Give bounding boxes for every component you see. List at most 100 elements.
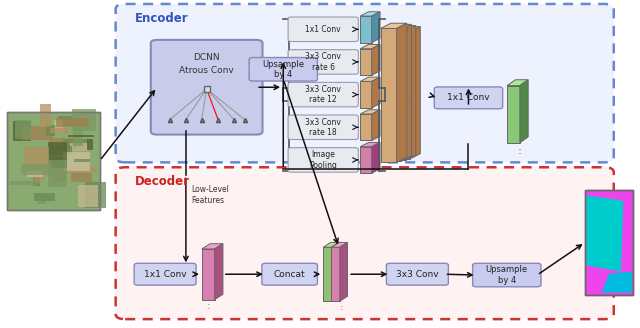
Polygon shape [214,244,223,299]
FancyBboxPatch shape [288,17,358,42]
Text: .: . [207,297,210,307]
Polygon shape [360,142,380,147]
Polygon shape [520,80,528,143]
Bar [21,164,52,175]
FancyBboxPatch shape [116,167,614,319]
Bar [58,116,73,126]
Polygon shape [394,27,420,32]
Polygon shape [360,147,372,173]
Polygon shape [586,195,623,272]
Bar [51,128,68,133]
Polygon shape [385,30,401,161]
Bar [63,152,90,171]
Text: .: . [518,140,522,153]
Bar [22,126,52,140]
Polygon shape [399,28,425,33]
Bar [79,185,99,207]
Polygon shape [381,23,407,29]
Polygon shape [602,272,632,293]
Bar [7,112,100,210]
FancyBboxPatch shape [387,263,449,285]
Bar [27,169,43,177]
Polygon shape [507,86,520,143]
Polygon shape [323,247,332,301]
Text: 3x3 Conv: 3x3 Conv [396,270,438,279]
Polygon shape [372,110,380,140]
Polygon shape [401,24,412,161]
Bar [49,138,76,150]
Bar [54,119,63,133]
Text: 1x1 Conv: 1x1 Conv [144,270,186,279]
Text: .: . [340,302,344,312]
Bar [74,159,90,162]
Text: 1x1 Conv: 1x1 Conv [305,25,341,34]
Bar [48,160,67,187]
Polygon shape [406,26,416,160]
Polygon shape [397,23,407,162]
Text: .: . [518,144,522,157]
FancyBboxPatch shape [288,50,358,74]
Polygon shape [372,45,380,75]
Bar [7,112,100,210]
Polygon shape [360,114,372,140]
Bar [35,193,55,201]
Polygon shape [372,77,380,108]
Polygon shape [390,26,416,31]
Polygon shape [202,244,223,249]
Polygon shape [360,49,372,75]
Bar [71,173,92,182]
Text: Decoder: Decoder [135,175,190,188]
Polygon shape [332,242,348,247]
FancyBboxPatch shape [472,263,541,287]
Bar [86,139,93,150]
Text: Low-Level
Features: Low-Level Features [191,185,229,205]
Text: 3x3 Conv
rate 12: 3x3 Conv rate 12 [305,85,341,104]
Polygon shape [360,77,380,81]
Bar [56,118,89,127]
Bar [84,182,106,208]
Polygon shape [390,31,406,160]
Polygon shape [360,16,372,43]
Bar [47,125,55,135]
FancyBboxPatch shape [116,4,614,162]
Polygon shape [399,33,415,158]
Bar [67,166,97,173]
Text: 1x1 Conv: 1x1 Conv [447,93,490,102]
Polygon shape [332,242,339,301]
Text: 3x3 Conv
rate 18: 3x3 Conv rate 18 [305,117,341,137]
Bar [74,128,83,147]
Polygon shape [332,247,340,301]
Bar [585,190,633,295]
Polygon shape [360,45,380,49]
Polygon shape [323,242,339,247]
Polygon shape [410,27,420,159]
FancyBboxPatch shape [249,57,317,81]
Bar [72,109,96,132]
Polygon shape [394,32,410,159]
FancyBboxPatch shape [262,263,317,285]
Polygon shape [360,12,380,16]
Bar [24,148,49,171]
Bar [70,143,88,151]
Text: Upsample
by 4: Upsample by 4 [486,265,528,285]
Text: Upsample
by 4: Upsample by 4 [262,60,305,79]
Bar [49,142,67,168]
Polygon shape [415,28,425,158]
Polygon shape [385,24,412,30]
FancyBboxPatch shape [288,115,358,139]
Bar [34,171,44,183]
Polygon shape [372,12,380,43]
Text: Concat: Concat [274,270,305,279]
FancyBboxPatch shape [288,148,358,172]
Bar [13,121,31,141]
Bar [52,157,66,182]
Bar [76,118,84,127]
Polygon shape [381,29,397,162]
Text: .: . [340,299,344,309]
Bar [49,146,72,155]
Text: 3x3 Conv
rate 6: 3x3 Conv rate 6 [305,52,341,72]
Polygon shape [360,81,372,108]
Bar [33,174,40,186]
Polygon shape [360,110,380,114]
Bar [585,190,633,295]
